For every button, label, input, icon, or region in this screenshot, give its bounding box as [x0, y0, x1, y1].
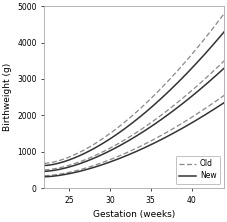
Y-axis label: Birthweight (g): Birthweight (g) [3, 63, 12, 131]
Legend: Old, New: Old, New [175, 156, 220, 184]
X-axis label: Gestation (weeks): Gestation (weeks) [93, 210, 175, 219]
